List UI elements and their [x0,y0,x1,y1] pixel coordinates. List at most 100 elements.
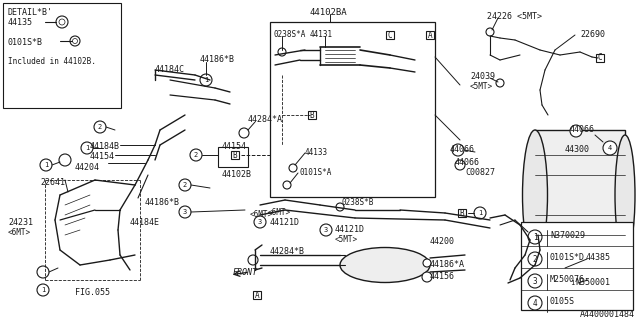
Circle shape [37,284,49,296]
Text: 44121D: 44121D [335,225,365,234]
Bar [386,31,394,39]
Circle shape [190,149,202,161]
Text: 1: 1 [85,145,89,151]
Text: 2: 2 [98,124,102,130]
Text: 44186*A: 44186*A [430,260,465,269]
Circle shape [486,28,494,36]
Text: <6MT>: <6MT> [268,208,291,217]
Circle shape [94,121,106,133]
Text: C: C [388,30,392,39]
Text: 44184B: 44184B [90,142,120,151]
Text: <5MT>: <5MT> [470,82,493,91]
Text: B: B [460,209,464,218]
Text: C00827: C00827 [465,168,495,177]
Text: FRONT: FRONT [233,268,258,277]
Circle shape [603,141,617,155]
Bar [253,291,261,299]
Text: 44200: 44200 [430,237,455,246]
Text: 44131: 44131 [310,30,333,39]
Text: 0105S: 0105S [550,297,575,306]
Text: 44204: 44204 [75,163,100,172]
Circle shape [239,128,249,138]
Text: 44102BA: 44102BA [310,8,348,17]
Circle shape [528,230,542,244]
Circle shape [179,179,191,191]
Text: 4: 4 [608,145,612,151]
Text: 0238S*B: 0238S*B [342,198,374,207]
Text: 44102B: 44102B [222,170,252,179]
Text: 22641: 22641 [40,178,65,187]
Text: 3: 3 [183,209,187,215]
Text: B: B [233,150,237,159]
Circle shape [283,181,291,189]
Text: 44154: 44154 [90,152,115,161]
Text: 44066: 44066 [570,125,595,134]
Text: 3: 3 [258,219,262,225]
Circle shape [248,255,258,265]
Text: 4: 4 [532,299,538,308]
Circle shape [37,266,49,278]
Circle shape [278,48,286,56]
Text: 1: 1 [570,280,574,286]
Text: A: A [255,291,259,300]
Bar [596,54,604,62]
Text: 22690: 22690 [580,30,605,39]
Text: 1: 1 [532,233,538,242]
Circle shape [474,207,486,219]
Text: 2: 2 [194,152,198,158]
Text: 44284*B: 44284*B [270,247,305,256]
Text: 24226 <5MT>: 24226 <5MT> [487,12,542,21]
Text: 44156: 44156 [430,272,455,281]
Text: FIG.055: FIG.055 [75,288,110,297]
Text: 44284*A: 44284*A [248,115,283,124]
Text: 3: 3 [532,276,538,285]
Text: 1: 1 [478,210,482,216]
Circle shape [528,274,542,288]
Text: 24231: 24231 [8,218,33,227]
Circle shape [422,272,432,282]
Bar [308,111,316,119]
Text: 24039: 24039 [470,72,495,81]
Bar [3,3,121,108]
Text: 0238S*A: 0238S*A [273,30,305,39]
Bar [521,222,633,310]
Circle shape [496,79,504,87]
Text: 2: 2 [183,182,187,188]
Text: N350001: N350001 [575,278,610,287]
Circle shape [59,19,65,25]
Text: 2: 2 [532,254,538,263]
Bar [458,209,466,217]
Circle shape [336,203,344,211]
Circle shape [570,125,582,137]
Text: 3: 3 [324,227,328,233]
Text: <6MT>: <6MT> [250,210,273,219]
Circle shape [56,16,68,28]
Text: 44186*B: 44186*B [145,198,180,207]
Bar [270,22,435,197]
Text: 0101S*D: 0101S*D [550,253,585,262]
Text: 1: 1 [44,162,48,168]
Bar [426,31,434,39]
Bar [535,130,625,260]
Bar [231,151,239,159]
Circle shape [200,74,212,86]
Text: 44300: 44300 [565,145,590,154]
Text: M250076: M250076 [550,275,585,284]
Circle shape [81,142,93,154]
Text: 44135: 44135 [8,18,33,27]
Text: 44066: 44066 [455,158,480,167]
Text: B: B [310,110,314,119]
Text: 44184E: 44184E [130,218,160,227]
Circle shape [528,296,542,310]
Circle shape [455,160,465,170]
Circle shape [72,38,77,44]
Circle shape [40,159,52,171]
Text: 44184C: 44184C [155,65,185,74]
Text: 44154: 44154 [222,142,247,151]
Text: 0101S*B: 0101S*B [8,38,43,47]
Text: Included in 44102B.: Included in 44102B. [8,57,96,66]
Circle shape [254,216,266,228]
Circle shape [320,224,332,236]
Text: 44385: 44385 [586,253,611,262]
Text: N370029: N370029 [550,231,585,240]
